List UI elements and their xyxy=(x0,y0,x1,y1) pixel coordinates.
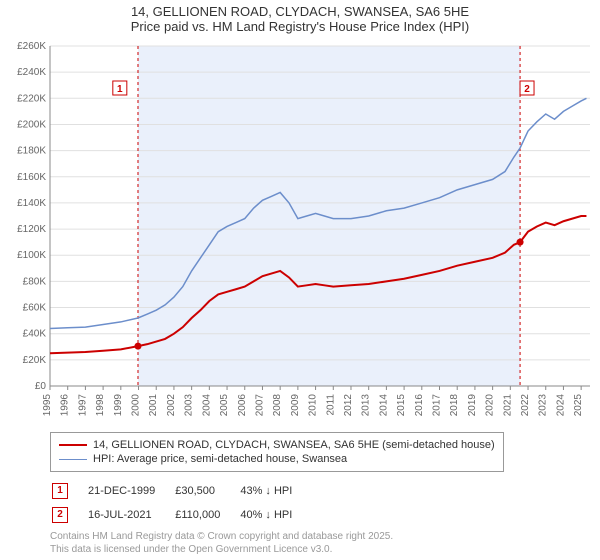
x-tick-label: 2020 xyxy=(485,394,496,417)
table-row: 2 16-JUL-2021£110,00040% ↓ HPI xyxy=(52,504,310,526)
legend-swatch xyxy=(59,459,87,460)
footer-line-2: This data is licensed under the Open Gov… xyxy=(50,543,590,556)
legend-swatch xyxy=(59,444,87,446)
annotation-delta: 40% ↓ HPI xyxy=(240,504,310,526)
table-row: 1 21-DEC-1999£30,50043% ↓ HPI xyxy=(52,480,310,502)
x-tick-label: 2012 xyxy=(343,394,354,417)
y-tick-label: £160K xyxy=(17,172,46,183)
y-tick-label: £20K xyxy=(23,355,47,366)
y-tick-label: £240K xyxy=(17,67,46,78)
annotation-delta: 43% ↓ HPI xyxy=(240,480,310,502)
x-tick-label: 2016 xyxy=(414,394,425,417)
annotation-date: 16-JUL-2021 xyxy=(88,504,173,526)
x-tick-label: 1999 xyxy=(113,394,124,417)
x-tick-label: 2024 xyxy=(555,394,566,417)
x-tick-label: 2013 xyxy=(361,394,372,417)
y-tick-label: £60K xyxy=(23,303,47,314)
x-tick-label: 2009 xyxy=(290,394,301,417)
y-tick-label: £180K xyxy=(17,146,46,157)
marker-label-text: 2 xyxy=(524,84,530,95)
x-tick-label: 2001 xyxy=(148,394,159,417)
y-tick-label: £260K xyxy=(17,41,46,52)
marker-label-text: 1 xyxy=(117,84,123,95)
annotation-key-box: 1 xyxy=(52,483,68,499)
y-tick-label: £80K xyxy=(23,276,47,287)
y-tick-label: £120K xyxy=(17,224,46,235)
x-tick-label: 1996 xyxy=(60,394,71,417)
y-tick-label: £140K xyxy=(17,198,46,209)
x-tick-label: 2000 xyxy=(131,394,142,417)
y-tick-label: £220K xyxy=(17,93,46,104)
x-tick-label: 2014 xyxy=(378,394,389,417)
marker-dot xyxy=(134,343,141,350)
legend-box: 14, GELLIONEN ROAD, CLYDACH, SWANSEA, SA… xyxy=(50,432,504,472)
annotation-date: 21-DEC-1999 xyxy=(88,480,173,502)
annotation-key-cell: 2 xyxy=(52,504,86,526)
x-tick-label: 2022 xyxy=(520,394,531,417)
x-tick-label: 2003 xyxy=(184,394,195,417)
x-tick-label: 2025 xyxy=(573,394,584,417)
x-tick-label: 1995 xyxy=(42,394,53,417)
x-tick-label: 2021 xyxy=(502,394,513,417)
x-tick-label: 2018 xyxy=(449,394,460,417)
legend-label: HPI: Average price, semi-detached house,… xyxy=(93,453,347,465)
x-tick-label: 2005 xyxy=(219,394,230,417)
footer-block: Contains HM Land Registry data © Crown c… xyxy=(50,530,590,556)
y-tick-label: £0 xyxy=(35,381,47,392)
y-tick-label: £100K xyxy=(17,250,46,261)
annotation-key-cell: 1 xyxy=(52,480,86,502)
x-tick-label: 2002 xyxy=(166,394,177,417)
annotation-price: £30,500 xyxy=(175,480,238,502)
legend-row: HPI: Average price, semi-detached house,… xyxy=(59,453,495,465)
annotation-table: 1 21-DEC-1999£30,50043% ↓ HPI 2 16-JUL-2021… xyxy=(50,478,312,528)
legend-row: 14, GELLIONEN ROAD, CLYDACH, SWANSEA, SA… xyxy=(59,439,495,451)
x-tick-label: 2007 xyxy=(254,394,265,417)
x-tick-label: 2015 xyxy=(396,394,407,417)
annotation-price: £110,000 xyxy=(175,504,238,526)
x-tick-label: 2008 xyxy=(272,394,283,417)
x-tick-label: 2011 xyxy=(325,394,336,416)
x-tick-label: 2019 xyxy=(467,394,478,417)
shade-band xyxy=(138,46,520,386)
title-block: 14, GELLIONEN ROAD, CLYDACH, SWANSEA, SA… xyxy=(0,0,600,36)
x-tick-label: 2006 xyxy=(237,394,248,417)
x-tick-label: 1997 xyxy=(77,394,88,417)
marker-dot xyxy=(517,239,524,246)
x-tick-label: 2004 xyxy=(201,394,212,417)
title-line-2: Price paid vs. HM Land Registry's House … xyxy=(0,19,600,34)
title-line-1: 14, GELLIONEN ROAD, CLYDACH, SWANSEA, SA… xyxy=(0,4,600,19)
chart-container: 14, GELLIONEN ROAD, CLYDACH, SWANSEA, SA… xyxy=(0,0,600,556)
y-tick-label: £40K xyxy=(23,329,47,340)
x-tick-label: 2010 xyxy=(308,394,319,417)
x-tick-label: 1998 xyxy=(95,394,106,417)
chart-area: £0 £20K £40K £60K £80K £100K £120K £140K £160K £1… xyxy=(0,36,600,426)
legend-label: 14, GELLIONEN ROAD, CLYDACH, SWANSEA, SA… xyxy=(93,439,495,451)
annotation-key-box: 2 xyxy=(52,507,68,523)
chart-svg: £0 £20K £40K £60K £80K £100K £120K £140K £160K £1… xyxy=(0,36,600,426)
x-tick-label: 2023 xyxy=(538,394,549,417)
footer-line-1: Contains HM Land Registry data © Crown c… xyxy=(50,530,590,543)
x-tick-label: 2017 xyxy=(432,394,443,417)
y-tick-label: £200K xyxy=(17,119,46,130)
